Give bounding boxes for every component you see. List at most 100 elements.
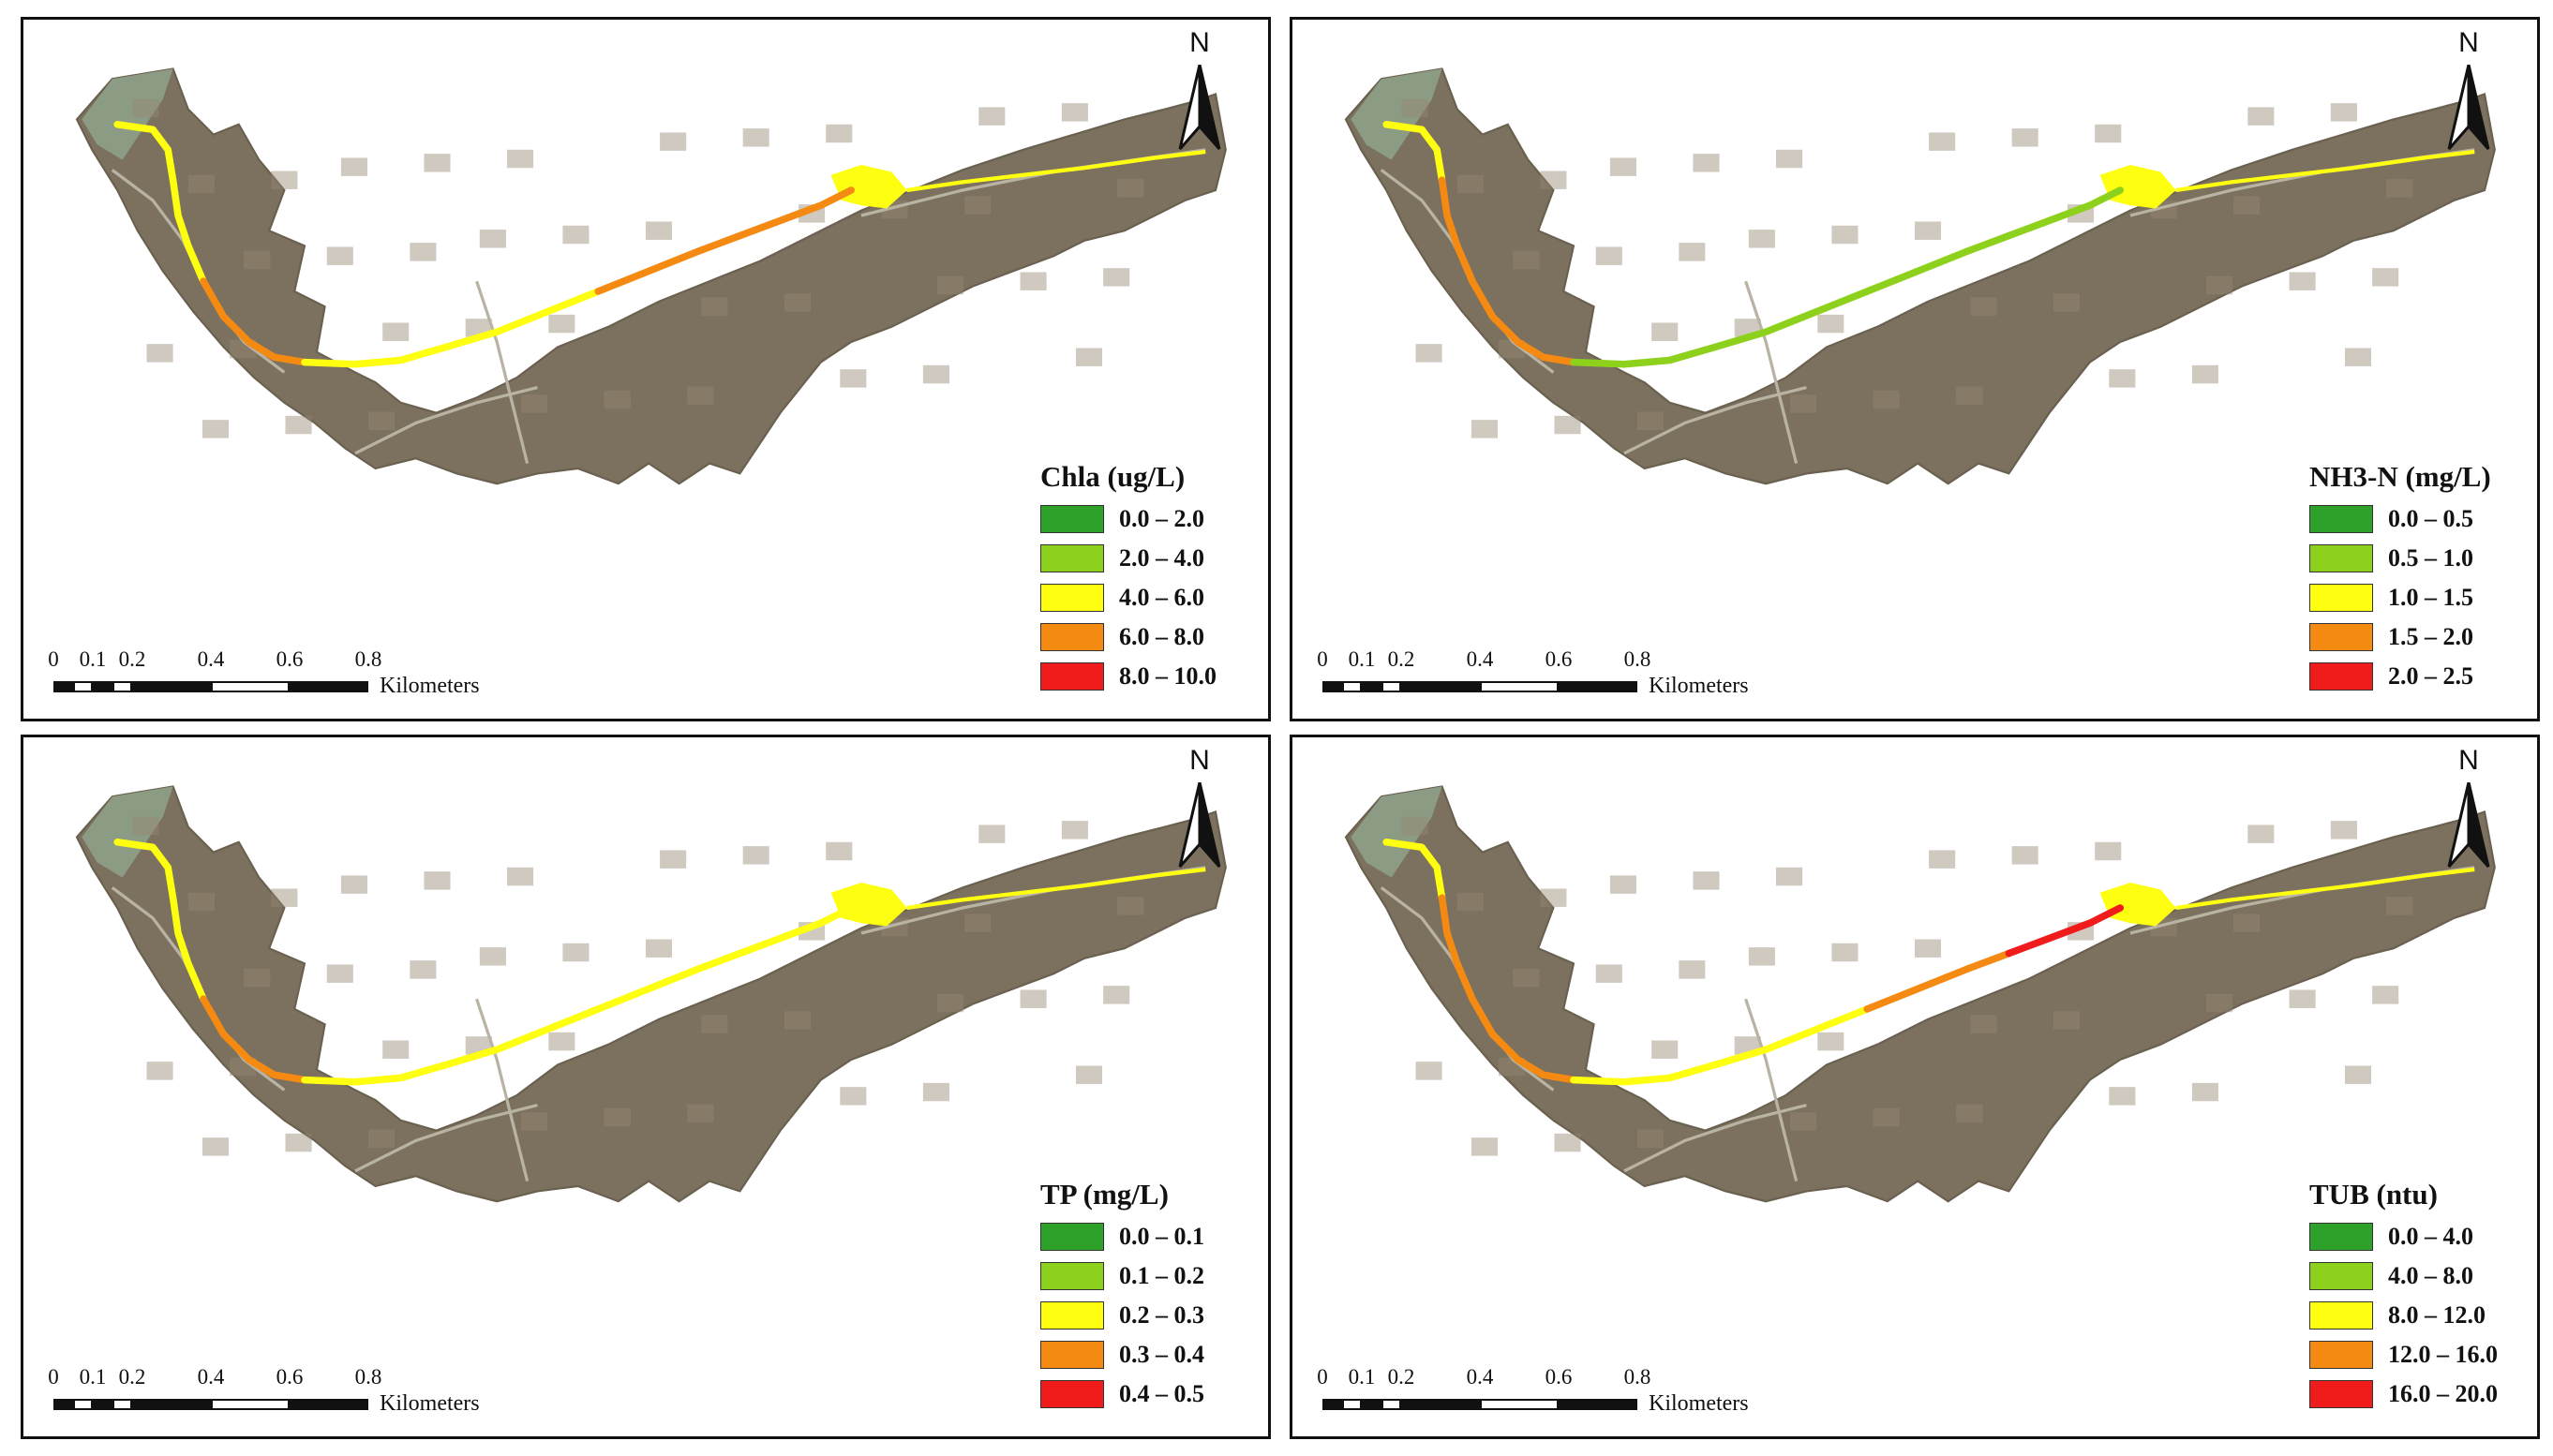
north-arrow: N xyxy=(2436,745,2501,876)
scale-bar: 0 0.1 0.2 0.4 0.6 0.8 Kilometers xyxy=(1309,1365,1834,1431)
scale-tick: 0 xyxy=(1317,1365,1328,1389)
legend: TUB (ntu) 0.0 – 4.0 4.0 – 8.0 8.0 – 12.0… xyxy=(2309,1178,2534,1414)
land-parcel xyxy=(382,322,410,341)
land-parcel xyxy=(604,390,631,409)
land-parcel xyxy=(660,132,687,151)
land-parcel xyxy=(2233,196,2261,215)
scale-segment xyxy=(112,1399,132,1410)
land-parcel xyxy=(1513,968,1540,988)
lake-area xyxy=(82,68,173,160)
scale-segment xyxy=(93,1399,112,1410)
land-parcel xyxy=(1554,415,1581,435)
land-parcel xyxy=(1595,246,1622,265)
land-parcel xyxy=(978,825,1006,843)
land-parcel xyxy=(424,871,451,890)
scale-tick: 0.4 xyxy=(1466,647,1494,671)
land-parcel xyxy=(1970,1015,1997,1033)
scale-segment xyxy=(112,681,132,692)
land-parcel xyxy=(1748,230,1775,248)
land-parcel xyxy=(1061,103,1088,122)
scale-segment xyxy=(1401,1399,1480,1410)
scale-segment xyxy=(1362,681,1381,692)
land-parcel xyxy=(937,275,964,295)
land-parcel xyxy=(1401,98,1428,118)
legend-swatch xyxy=(2309,623,2373,651)
legend-swatch xyxy=(2309,1262,2373,1290)
legend-item: 4.0 – 8.0 xyxy=(2309,1256,2534,1296)
land-area xyxy=(1344,67,2496,485)
map-panel-chla: N Chla (ug/L) 0.0 – 2.0 2.0 – 4.0 4.0 – … xyxy=(21,17,1271,721)
land-parcel xyxy=(922,1082,949,1102)
land-parcel xyxy=(937,993,964,1013)
river-inflow xyxy=(2175,867,2475,911)
scale-segment xyxy=(1480,1399,1559,1410)
land-parcel xyxy=(2289,272,2316,290)
land-parcel xyxy=(2247,107,2275,126)
road xyxy=(475,280,530,464)
land-parcel xyxy=(1679,960,1706,979)
land-parcel xyxy=(1790,1112,1817,1131)
lake-area xyxy=(1351,786,1442,878)
land-parcel xyxy=(1075,1065,1103,1084)
legend-swatch xyxy=(1040,1262,1104,1290)
scale-tick: 0.4 xyxy=(1466,1365,1494,1389)
river-segment xyxy=(200,995,308,1084)
land-parcel xyxy=(1415,1062,1442,1080)
land-parcel xyxy=(1637,1129,1665,1148)
scale-segment xyxy=(290,681,368,692)
land-parcel xyxy=(187,892,215,912)
legend-item: 0.3 – 0.4 xyxy=(1040,1335,1265,1374)
land-parcel xyxy=(424,154,451,172)
map-content xyxy=(1344,67,2496,485)
land-parcel xyxy=(922,364,949,384)
land-parcel xyxy=(562,943,590,962)
scale-tick: 0.1 xyxy=(1348,1365,1376,1389)
land-parcel xyxy=(479,230,506,248)
reservoir xyxy=(830,883,907,927)
legend-swatch xyxy=(1040,544,1104,572)
scale-segment xyxy=(1342,1399,1362,1410)
river-segment xyxy=(1570,1061,1719,1086)
satellite-map xyxy=(23,737,1268,1436)
land-parcel xyxy=(826,841,853,861)
scale-segment xyxy=(1480,681,1559,692)
land-parcel xyxy=(2330,821,2357,839)
land-parcel xyxy=(1609,157,1636,176)
land-parcel xyxy=(340,157,367,176)
land-parcel xyxy=(1061,821,1088,839)
scale-tick: 0.6 xyxy=(276,647,304,671)
land-parcel xyxy=(1970,297,1997,316)
north-label: N xyxy=(1189,745,1210,776)
river-inflow xyxy=(906,867,1206,911)
land-area xyxy=(1344,785,2496,1203)
land-parcel xyxy=(1554,1133,1581,1152)
river-segment xyxy=(1469,277,1577,366)
legend-item: 12.0 – 16.0 xyxy=(2309,1335,2534,1374)
land-parcel xyxy=(285,415,312,435)
land-parcel xyxy=(2344,1065,2372,1084)
land-parcel xyxy=(285,1133,312,1152)
scale-segment xyxy=(53,1399,73,1410)
legend-label: 8.0 – 12.0 xyxy=(2388,1301,2486,1329)
river-segment xyxy=(2005,904,2124,958)
lake-area xyxy=(82,786,173,878)
land-parcel xyxy=(548,314,575,334)
scale-units: Kilometers xyxy=(380,674,480,698)
land-parcel xyxy=(1103,986,1130,1004)
land-parcel xyxy=(978,107,1006,126)
legend-item: 0.0 – 0.1 xyxy=(1040,1217,1265,1256)
legend-title: NH3-N (mg/L) xyxy=(2309,460,2491,493)
river-segment xyxy=(594,949,744,1013)
scale-tick: 0.4 xyxy=(197,1365,225,1389)
river-segment xyxy=(113,839,177,901)
land-parcel xyxy=(2233,914,2261,932)
scale-tick: 0.8 xyxy=(354,1365,382,1389)
land-parcel xyxy=(2386,897,2413,915)
land-parcel xyxy=(1748,947,1775,966)
land-parcel xyxy=(2206,275,2233,295)
scale-tick: 0.2 xyxy=(118,647,146,671)
road xyxy=(1623,1104,1807,1173)
legend-title: Chla (ug/L) xyxy=(1040,460,1186,493)
land-parcel xyxy=(382,1040,410,1059)
land-parcel xyxy=(1117,897,1144,915)
